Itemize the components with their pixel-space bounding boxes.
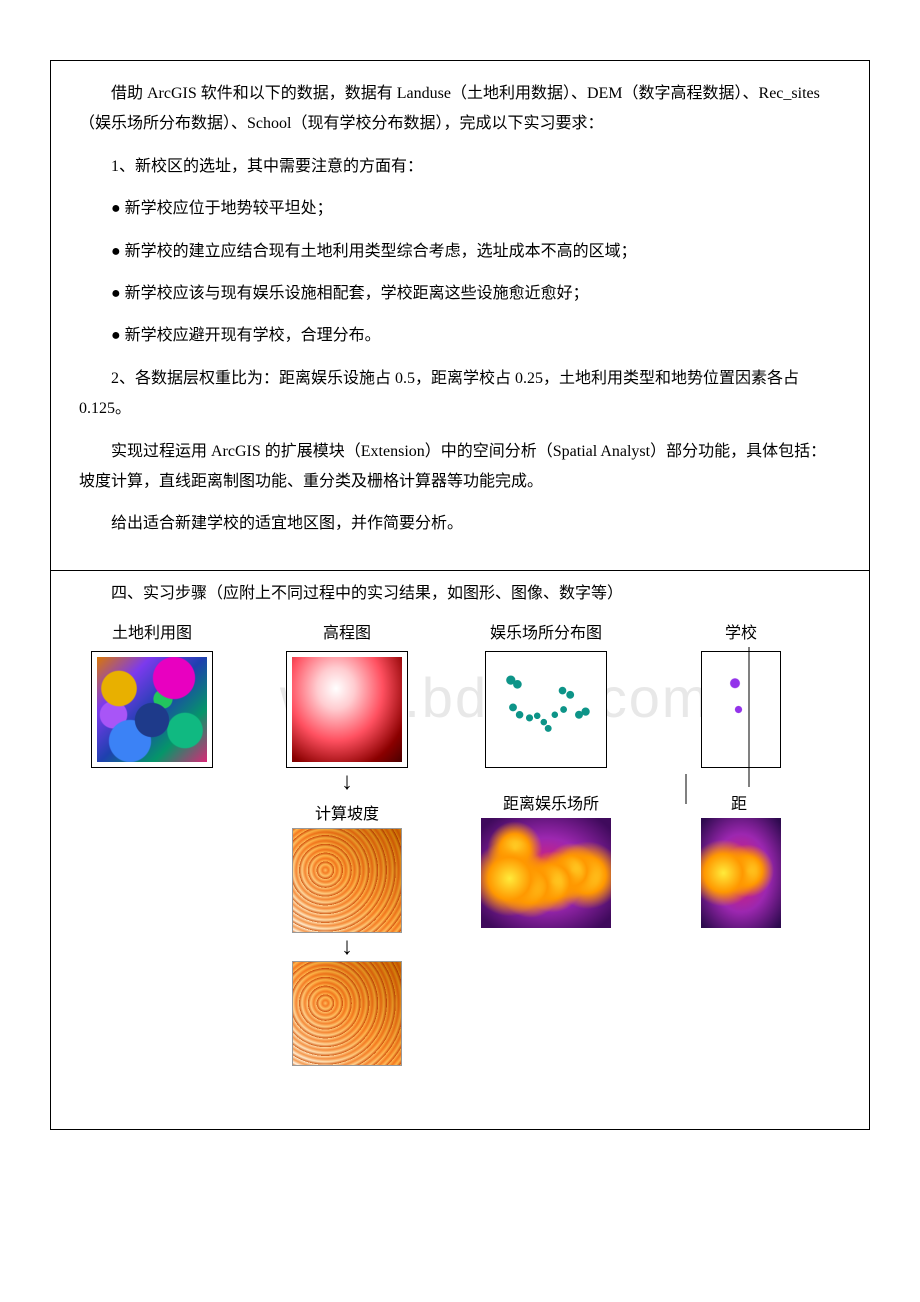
bullet-landuse: ● 新学校的建立应结合现有土地利用类型综合考虑，选址成本不高的区域； — [79, 237, 841, 267]
connector-line-icon — [676, 774, 696, 804]
arrow-down-icon: ↓ — [341, 935, 353, 959]
elevation-column: 高程图 ↓ 计算坡度 ↓ — [286, 619, 408, 1066]
recreation-label: 娱乐场所分布图 — [490, 619, 602, 643]
recreation-map-frame — [485, 651, 607, 768]
connector-line-icon — [739, 647, 759, 787]
recreation-sites-map — [491, 657, 601, 762]
method-paragraph: 实现过程运用 ArcGIS 的扩展模块（Extension）中的空间分析（Spa… — [79, 437, 841, 498]
intro-paragraph: 借助 ArcGIS 软件和以下的数据，数据有 Landuse（土地利用数据）、D… — [79, 79, 841, 140]
rec-distance-label: 距离娱乐场所 — [503, 790, 599, 814]
school-distance-label: 距 — [731, 790, 747, 814]
bullet-terrain: ● 新学校应位于地势较平坦处； — [79, 194, 841, 224]
landuse-map-frame — [91, 651, 213, 768]
slope-map-1 — [292, 828, 402, 933]
recreation-column: 娱乐场所分布图 距离娱乐场所 — [481, 619, 611, 928]
elevation-map — [292, 657, 402, 762]
document-frame: 借助 ArcGIS 软件和以下的数据，数据有 Landuse（土地利用数据）、D… — [50, 60, 870, 1130]
elevation-label: 高程图 — [323, 619, 371, 643]
slope-map-2 — [292, 961, 402, 1066]
steps-section-header: 四、实习步骤（应附上不同过程中的实习结果，如图形、图像、数字等） — [51, 571, 869, 609]
slope-calc-label: 计算坡度 — [315, 800, 379, 824]
landuse-label: 土地利用图 — [112, 619, 192, 643]
bullet-schools: ● 新学校应避开现有学校，合理分布。 — [79, 321, 841, 351]
requirements-section: 借助 ArcGIS 软件和以下的数据，数据有 Landuse（土地利用数据）、D… — [51, 61, 869, 570]
elevation-map-frame — [286, 651, 408, 768]
school-label: 学校 — [725, 619, 757, 643]
arrow-down-icon: ↓ — [341, 770, 353, 794]
weights-paragraph: 2、各数据层权重比为：距离娱乐设施占 0.5，距离学校占 0.25，土地利用类型… — [79, 364, 841, 425]
bullet-recreation: ● 新学校应该与现有娱乐设施相配套，学校距离这些设施愈近愈好； — [79, 279, 841, 309]
landuse-column: 土地利用图 — [91, 619, 213, 768]
landuse-map — [97, 657, 207, 762]
school-distance-map — [701, 818, 781, 928]
output-paragraph: 给出适合新建学校的适宜地区图，并作简要分析。 — [79, 509, 841, 539]
recreation-distance-map — [481, 818, 611, 928]
task1-heading: 1、新校区的选址，其中需要注意的方面有： — [79, 152, 841, 182]
workflow-diagram: 土地利用图 高程图 ↓ 计算坡度 ↓ 娱乐场所分布图 — [51, 609, 869, 1129]
